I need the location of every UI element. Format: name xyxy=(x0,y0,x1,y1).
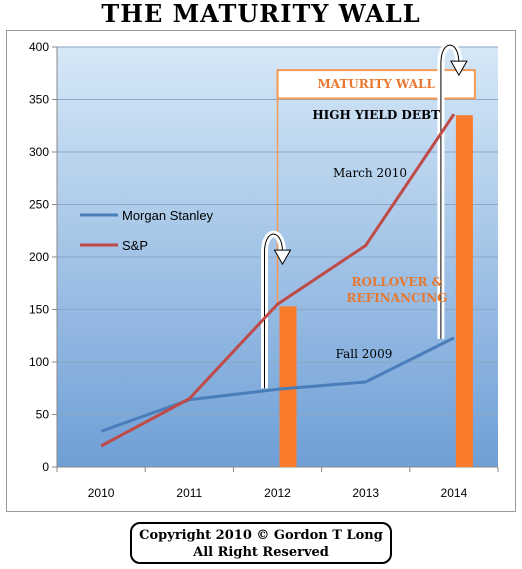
fall-2009-label: Fall 2009 xyxy=(336,347,393,361)
arrow-outline xyxy=(440,44,460,339)
y-tick-label: 0 xyxy=(42,460,49,474)
bar-2014 xyxy=(455,115,473,467)
y-tick-label: 200 xyxy=(29,250,49,264)
x-tick-label: 2012 xyxy=(264,486,291,500)
arrow-head xyxy=(273,249,292,266)
bars xyxy=(279,115,473,467)
y-tick-label: 400 xyxy=(29,40,49,54)
y-tick-label: 350 xyxy=(29,93,49,107)
y-tick-label: 150 xyxy=(29,303,49,317)
arrow-head xyxy=(450,60,468,77)
y-tick-label: 100 xyxy=(29,355,49,369)
x-tick-label: 2014 xyxy=(441,486,468,500)
copyright-box: Copyright 2010 © Gordon T Long All Right… xyxy=(130,522,392,564)
rollover-label: ROLLOVER & xyxy=(352,275,443,289)
arrow-outline xyxy=(264,233,283,389)
legend-label: S&P xyxy=(122,238,148,253)
bar-2012 xyxy=(279,306,297,467)
legend-label: Morgan Stanley xyxy=(122,208,214,223)
chart-title: THE MATURITY WALL xyxy=(101,0,421,28)
series-line-morgan-stanley xyxy=(100,336,455,433)
legend: Morgan Stanley S&P xyxy=(80,208,214,253)
march-2010-label: March 2010 xyxy=(333,166,407,180)
series-line-s-p xyxy=(100,113,456,448)
x-tick-label: 2013 xyxy=(352,486,379,500)
x-axis-ticks: 2010 2011 2012 2013 2014 xyxy=(56,467,499,500)
high-yield-label: HIGH YIELD DEBT xyxy=(312,108,440,122)
x-tick-label: 2011 xyxy=(176,486,202,500)
copyright-line1: Copyright 2010 © Gordon T Long xyxy=(139,528,383,543)
rollover-arrow-2012 xyxy=(261,230,292,389)
grid-lines xyxy=(56,46,498,468)
series-lines xyxy=(100,113,456,448)
y-axis-ticks: 0 50 100 150 200 250 300 350 400 xyxy=(29,40,57,474)
annotations: MATURITY WALL HIGH YIELD DEBT March 2010 RO… xyxy=(312,77,447,361)
rollover-arrow-2014 xyxy=(437,41,468,339)
y-tick-label: 250 xyxy=(29,198,49,212)
y-tick-label: 50 xyxy=(36,408,50,422)
copyright-line2: All Right Reserved xyxy=(193,545,329,560)
y-tick-label: 300 xyxy=(29,145,49,159)
rollover-arrows xyxy=(261,41,468,389)
maturity-wall-label: MATURITY WALL xyxy=(317,77,435,91)
x-tick-label: 2010 xyxy=(88,486,115,500)
refinancing-label: REFINANCING xyxy=(347,291,448,305)
